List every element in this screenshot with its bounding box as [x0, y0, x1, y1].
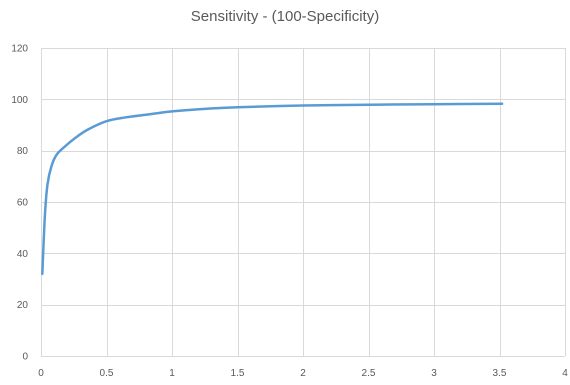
y-tick-label: 40 [17, 249, 29, 260]
x-tick-label: 3.5 [493, 368, 507, 379]
x-tick-label: 1.5 [231, 368, 245, 379]
y-tick-label: 100 [11, 95, 28, 106]
y-tick-labels: 0 20 40 60 80 100 120 [11, 44, 28, 363]
x-tick-label: 4 [562, 368, 568, 379]
series-layer [41, 102, 504, 276]
y-tick-label: 60 [17, 198, 29, 209]
chart-title: Sensitivity - (100-Specificity) [190, 8, 380, 25]
series-line [41, 102, 504, 276]
y-tick-label: 20 [17, 300, 29, 311]
y-tick-label: 80 [17, 146, 29, 157]
x-tick-labels: 0 0.5 1 1.5 2 2.5 3 3.5 4 [38, 368, 568, 379]
y-tick-label: 120 [11, 44, 28, 55]
y-gridlines [41, 48, 565, 357]
x-tick-label: 1 [169, 368, 175, 379]
y-tick-label: 0 [22, 352, 28, 363]
x-tick-label: 2 [300, 368, 306, 379]
x-tick-label: 3 [431, 368, 437, 379]
x-tick-label: 0 [38, 368, 44, 379]
x-tick-label: 2.5 [362, 368, 376, 379]
x-tick-label: 0.5 [100, 368, 114, 379]
